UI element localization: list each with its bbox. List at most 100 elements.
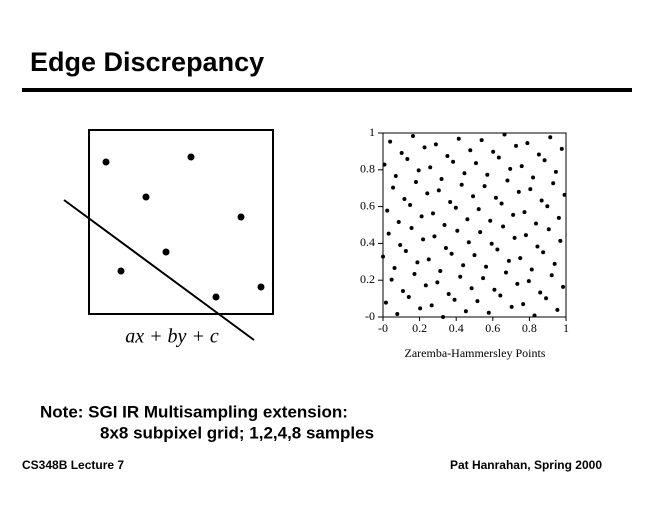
x-tick-label: 0.6 [485,321,500,335]
point [523,233,528,238]
point [491,149,496,154]
point [442,223,447,227]
point [553,169,558,174]
point [478,230,483,235]
x-axis-label: Zaremba-Hammersley Points [405,346,546,360]
point [465,217,470,222]
point [532,313,537,318]
point [501,224,506,229]
point [432,234,437,239]
point [533,221,538,226]
point [558,238,563,243]
x-tick-label: 0.8 [522,321,537,335]
point [529,267,534,272]
point [475,299,480,304]
point [392,266,397,271]
point [484,264,489,269]
sample-dot [237,213,245,221]
slide-title: Edge Discrepancy [30,47,264,77]
point [425,191,430,196]
point [552,261,557,266]
point [486,310,491,315]
note-line: Note: SGI IR Multisampling extension: [40,402,348,421]
point [485,172,490,177]
point [463,309,468,314]
x-tick-label: 0.2 [412,321,427,335]
sample-dot [142,193,150,201]
point [468,148,473,153]
point [438,269,443,273]
point [382,162,387,167]
scatter-plot: Zaremba-Hammersley Points -0 0.2 0.4 0.6 0.8… [360,125,569,360]
point [461,263,466,268]
point [406,294,411,299]
point [389,277,394,282]
point [562,192,567,197]
x-tick-label: 1 [563,321,569,335]
point [462,171,467,176]
point [446,292,451,296]
point [516,189,521,194]
point [525,141,530,146]
point [548,135,553,140]
point [509,304,514,309]
point [488,218,493,223]
point [561,284,566,289]
point [413,179,418,184]
point [515,281,520,286]
point [408,202,413,207]
point [472,253,477,258]
point [391,185,396,190]
point [539,198,544,203]
point [535,244,540,249]
point [388,139,393,144]
point [476,207,481,212]
point [473,161,478,166]
point [381,254,385,259]
sample-dot [162,248,170,256]
y-tick-label: 0.8 [360,162,375,176]
point [555,307,560,312]
point [405,156,410,161]
point [435,280,440,285]
title-rule [22,88,632,92]
point [441,315,446,319]
point [400,289,405,294]
point [466,240,471,245]
point [479,138,484,143]
point [458,274,463,279]
point [396,220,401,225]
point [496,155,501,160]
point [459,182,464,187]
point [531,175,536,180]
point [415,260,420,265]
edge-line [63,199,255,341]
point [443,246,448,250]
point [455,228,460,233]
point [452,297,457,302]
point [456,136,461,141]
point [508,166,513,171]
point [421,237,426,242]
point [559,146,564,151]
point [502,132,507,137]
point [546,227,551,232]
point [514,143,519,148]
point [398,243,403,248]
pixel-square [88,129,274,315]
edge-equation: ax + by + c [125,326,219,348]
point [451,159,456,164]
x-tick-label: 0.4 [449,321,464,335]
point [399,151,404,156]
point [433,142,438,147]
point [395,312,400,317]
point [551,181,556,186]
point [518,256,523,261]
point [503,270,508,275]
point [416,168,421,173]
point [542,158,547,163]
point [423,283,428,288]
point [430,211,435,216]
y-tick-label: -0 [365,309,375,323]
